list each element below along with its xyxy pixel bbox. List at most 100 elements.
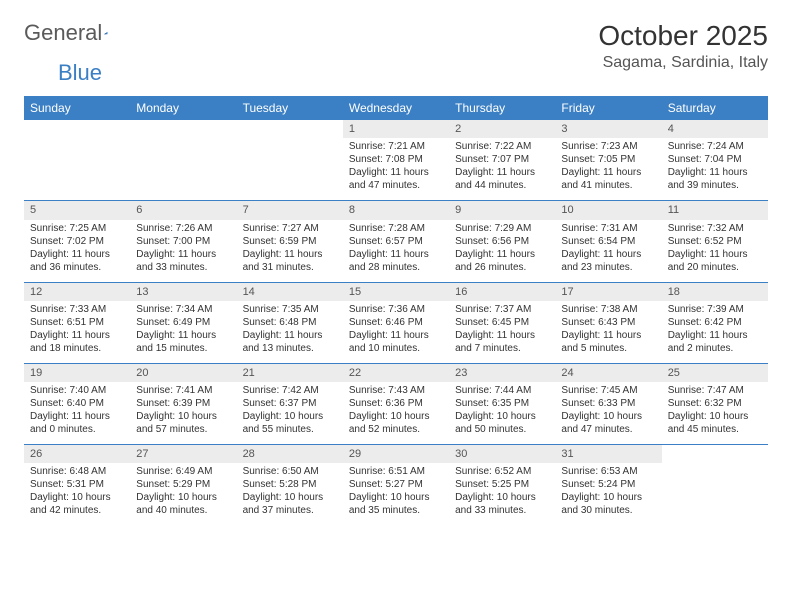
sunset-text: Sunset: 6:52 PM [668,235,762,248]
day-content: Sunrise: 7:24 AMSunset: 7:04 PMDaylight:… [662,138,768,200]
day-content: Sunrise: 6:48 AMSunset: 5:31 PMDaylight:… [24,463,130,525]
daylight-text: Daylight: 10 hours and 45 minutes. [668,410,762,436]
calendar-cell: 14Sunrise: 7:35 AMSunset: 6:48 PMDayligh… [237,282,343,363]
calendar-cell: 4Sunrise: 7:24 AMSunset: 7:04 PMDaylight… [662,120,768,201]
daylight-text: Daylight: 10 hours and 30 minutes. [561,491,655,517]
sunset-text: Sunset: 6:40 PM [30,397,124,410]
weekday-sun: Sunday [24,97,130,120]
daylight-text: Daylight: 11 hours and 18 minutes. [30,329,124,355]
calendar-cell: 8Sunrise: 7:28 AMSunset: 6:57 PMDaylight… [343,201,449,282]
sunrise-text: Sunrise: 7:34 AM [136,303,230,316]
calendar-row: 19Sunrise: 7:40 AMSunset: 6:40 PMDayligh… [24,363,768,444]
sunset-text: Sunset: 7:04 PM [668,153,762,166]
calendar-cell: 16Sunrise: 7:37 AMSunset: 6:45 PMDayligh… [449,282,555,363]
calendar-row: 1Sunrise: 7:21 AMSunset: 7:08 PMDaylight… [24,120,768,201]
daylight-text: Daylight: 11 hours and 26 minutes. [455,248,549,274]
day-number: 16 [449,283,555,301]
sunrise-text: Sunrise: 6:51 AM [349,465,443,478]
day-content: Sunrise: 7:27 AMSunset: 6:59 PMDaylight:… [237,220,343,282]
calendar-table: Sunday Monday Tuesday Wednesday Thursday… [24,96,768,525]
day-content: Sunrise: 7:29 AMSunset: 6:56 PMDaylight:… [449,220,555,282]
daylight-text: Daylight: 11 hours and 41 minutes. [561,166,655,192]
weekday-tue: Tuesday [237,97,343,120]
location: Sagama, Sardinia, Italy [598,54,768,72]
sunset-text: Sunset: 6:37 PM [243,397,337,410]
sunrise-text: Sunrise: 7:27 AM [243,222,337,235]
sunset-text: Sunset: 6:54 PM [561,235,655,248]
sunrise-text: Sunrise: 7:38 AM [561,303,655,316]
title-block: October 2025 Sagama, Sardinia, Italy [598,20,768,72]
sunset-text: Sunset: 5:25 PM [455,478,549,491]
calendar-cell: 29Sunrise: 6:51 AMSunset: 5:27 PMDayligh… [343,445,449,526]
calendar-cell: 17Sunrise: 7:38 AMSunset: 6:43 PMDayligh… [555,282,661,363]
day-content: Sunrise: 7:33 AMSunset: 6:51 PMDaylight:… [24,301,130,363]
day-number: 29 [343,445,449,463]
day-number: 12 [24,283,130,301]
sunrise-text: Sunrise: 7:44 AM [455,384,549,397]
calendar-cell: 19Sunrise: 7:40 AMSunset: 6:40 PMDayligh… [24,363,130,444]
daylight-text: Daylight: 11 hours and 7 minutes. [455,329,549,355]
calendar-cell [237,120,343,201]
calendar-cell: 23Sunrise: 7:44 AMSunset: 6:35 PMDayligh… [449,363,555,444]
day-number: 23 [449,364,555,382]
calendar-cell: 31Sunrise: 6:53 AMSunset: 5:24 PMDayligh… [555,445,661,526]
calendar-cell [24,120,130,201]
sunset-text: Sunset: 6:43 PM [561,316,655,329]
sunset-text: Sunset: 6:45 PM [455,316,549,329]
calendar-cell: 5Sunrise: 7:25 AMSunset: 7:02 PMDaylight… [24,201,130,282]
sunset-text: Sunset: 7:08 PM [349,153,443,166]
sunset-text: Sunset: 6:36 PM [349,397,443,410]
sunrise-text: Sunrise: 7:22 AM [455,140,549,153]
daylight-text: Daylight: 11 hours and 39 minutes. [668,166,762,192]
sunset-text: Sunset: 7:05 PM [561,153,655,166]
day-number: 20 [130,364,236,382]
sunset-text: Sunset: 6:59 PM [243,235,337,248]
sunrise-text: Sunrise: 7:31 AM [561,222,655,235]
day-number: 7 [237,201,343,219]
day-number: 28 [237,445,343,463]
day-content: Sunrise: 7:21 AMSunset: 7:08 PMDaylight:… [343,138,449,200]
day-content: Sunrise: 7:43 AMSunset: 6:36 PMDaylight:… [343,382,449,444]
sunrise-text: Sunrise: 6:50 AM [243,465,337,478]
sunrise-text: Sunrise: 7:32 AM [668,222,762,235]
day-number: 13 [130,283,236,301]
day-content: Sunrise: 6:49 AMSunset: 5:29 PMDaylight:… [130,463,236,525]
weekday-wed: Wednesday [343,97,449,120]
day-number: 8 [343,201,449,219]
daylight-text: Daylight: 11 hours and 47 minutes. [349,166,443,192]
sunset-text: Sunset: 6:46 PM [349,316,443,329]
day-content: Sunrise: 7:26 AMSunset: 7:00 PMDaylight:… [130,220,236,282]
day-content: Sunrise: 7:38 AMSunset: 6:43 PMDaylight:… [555,301,661,363]
sunrise-text: Sunrise: 7:39 AM [668,303,762,316]
day-number: 5 [24,201,130,219]
day-number: 21 [237,364,343,382]
logo-triangle-icon [104,24,108,42]
sunset-text: Sunset: 6:33 PM [561,397,655,410]
daylight-text: Daylight: 10 hours and 47 minutes. [561,410,655,436]
day-content: Sunrise: 7:36 AMSunset: 6:46 PMDaylight:… [343,301,449,363]
day-content: Sunrise: 7:22 AMSunset: 7:07 PMDaylight:… [449,138,555,200]
day-content: Sunrise: 7:40 AMSunset: 6:40 PMDaylight:… [24,382,130,444]
day-number: 19 [24,364,130,382]
calendar-row: 26Sunrise: 6:48 AMSunset: 5:31 PMDayligh… [24,445,768,526]
daylight-text: Daylight: 10 hours and 42 minutes. [30,491,124,517]
day-number: 11 [662,201,768,219]
sunrise-text: Sunrise: 6:49 AM [136,465,230,478]
sunrise-text: Sunrise: 7:28 AM [349,222,443,235]
sunrise-text: Sunrise: 7:24 AM [668,140,762,153]
sunrise-text: Sunrise: 7:45 AM [561,384,655,397]
calendar-cell: 11Sunrise: 7:32 AMSunset: 6:52 PMDayligh… [662,201,768,282]
day-number: 30 [449,445,555,463]
sunrise-text: Sunrise: 7:26 AM [136,222,230,235]
day-number: 10 [555,201,661,219]
day-number: 18 [662,283,768,301]
weekday-row: Sunday Monday Tuesday Wednesday Thursday… [24,97,768,120]
sunset-text: Sunset: 7:02 PM [30,235,124,248]
page: General October 2025 Sagama, Sardinia, I… [0,0,792,545]
daylight-text: Daylight: 10 hours and 40 minutes. [136,491,230,517]
calendar-row: 12Sunrise: 7:33 AMSunset: 6:51 PMDayligh… [24,282,768,363]
daylight-text: Daylight: 10 hours and 35 minutes. [349,491,443,517]
day-content: Sunrise: 7:42 AMSunset: 6:37 PMDaylight:… [237,382,343,444]
calendar-cell [662,445,768,526]
calendar-cell: 7Sunrise: 7:27 AMSunset: 6:59 PMDaylight… [237,201,343,282]
